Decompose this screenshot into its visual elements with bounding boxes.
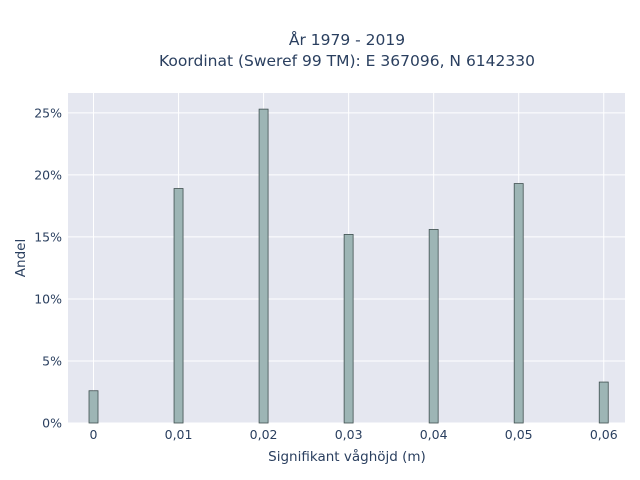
bars — [88, 108, 609, 424]
y-tick-label: 15% — [34, 229, 62, 244]
x-tick-label: 0,01 — [165, 427, 193, 442]
chart-title-line2: Koordinat (Sweref 99 TM): E 367096, N 61… — [159, 52, 535, 70]
y-tick-label: 0% — [42, 416, 62, 431]
bar[interactable] — [258, 108, 269, 424]
y-tick-label: 20% — [34, 167, 62, 182]
x-tick-label: 0,02 — [250, 427, 278, 442]
x-tick-label: 0,03 — [335, 427, 363, 442]
y-axis-title: Andel — [13, 239, 29, 277]
x-tick-label: 0,06 — [590, 427, 618, 442]
x-tick-label: 0 — [90, 427, 98, 442]
y-tick-label: 25% — [34, 105, 62, 120]
bar[interactable] — [513, 183, 524, 424]
x-axis-title: Signifikant våghöjd (m) — [268, 448, 426, 465]
bar[interactable] — [173, 188, 184, 424]
y-tick-label: 5% — [42, 353, 62, 368]
bar[interactable] — [428, 229, 439, 424]
chart-title-line1: År 1979 - 2019 — [289, 30, 405, 49]
bar[interactable] — [88, 390, 99, 424]
bar[interactable] — [343, 234, 354, 424]
y-tick-label: 10% — [34, 291, 62, 306]
y-axis-ticks: 0% 5% 10% 15% 20% 25% — [34, 105, 62, 430]
bar[interactable] — [598, 381, 609, 424]
x-tick-label: 0,04 — [420, 427, 448, 442]
x-tick-label: 0,05 — [505, 427, 533, 442]
x-axis-ticks: 0 0,01 0,02 0,03 0,04 0,05 0,06 — [90, 427, 618, 442]
